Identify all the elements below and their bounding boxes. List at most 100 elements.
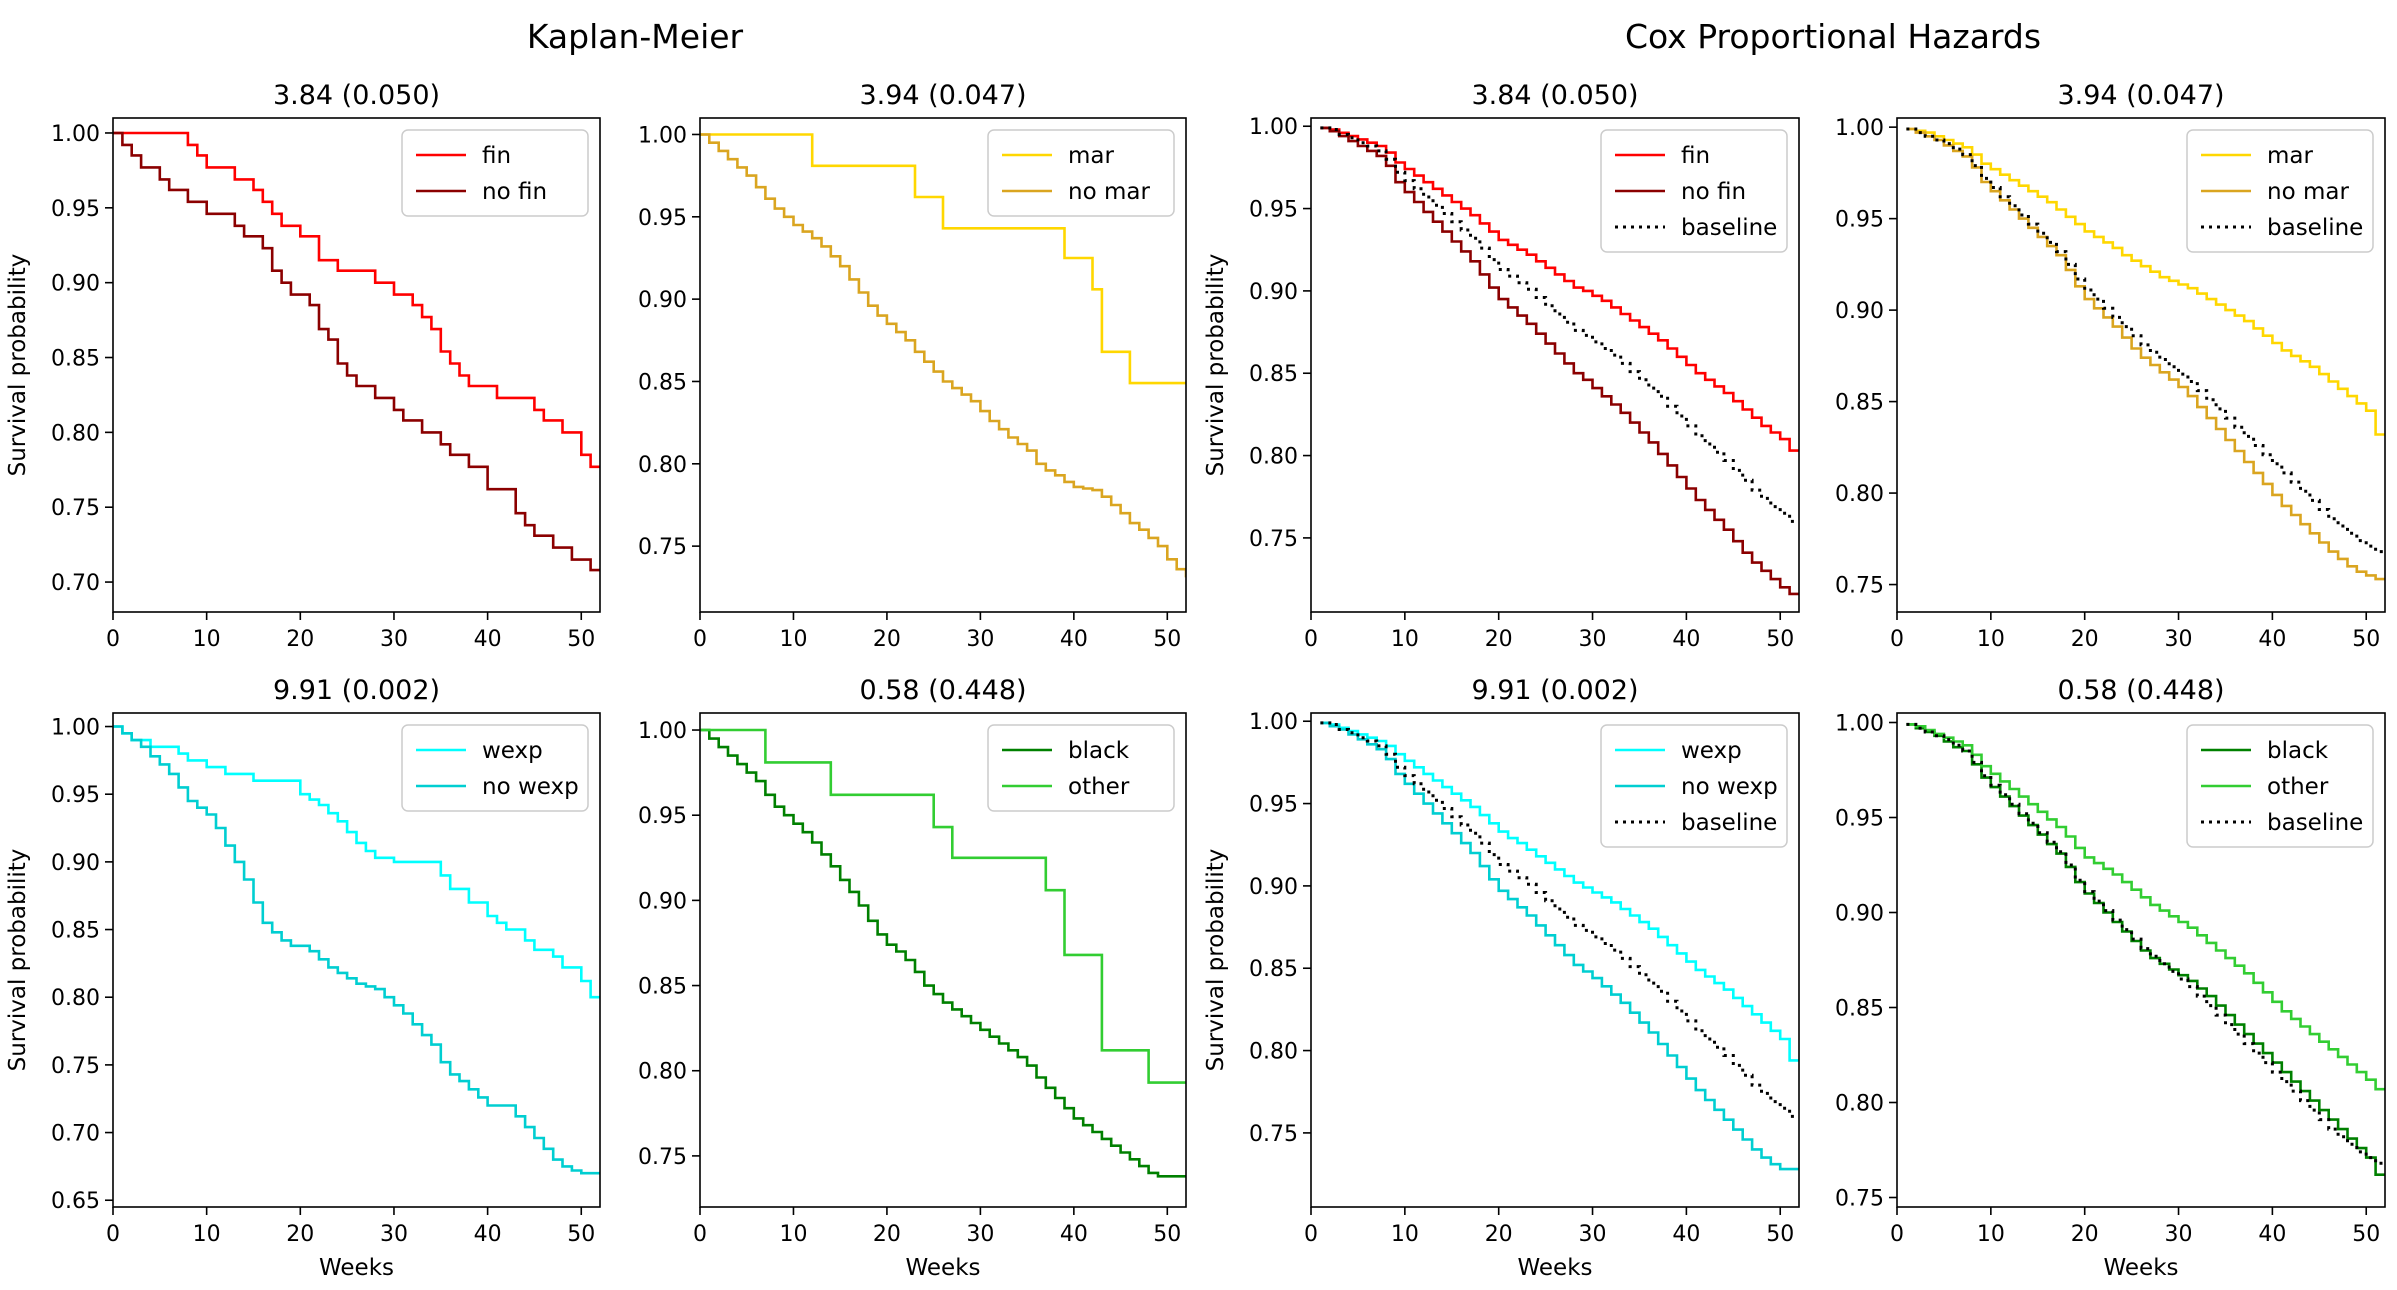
x-tick-label: 40 [1672,627,1700,652]
legend: mar no mar [987,129,1175,217]
x-tick-label: 40 [1060,627,1088,652]
y-tick-label: 0.80 [1249,445,1298,470]
x-tick-label: 30 [2165,627,2193,652]
series-line-mar [1906,127,2385,436]
legend-box [987,724,1175,812]
series-line-no-fin [113,131,600,572]
x-tick-label: 0 [106,1222,120,1247]
x-tick-label: 40 [474,1222,502,1247]
legend-label: no mar [1068,179,1150,205]
y-tick-label: 0.75 [638,535,687,560]
y-tick-label: 0.75 [51,1054,100,1079]
panel-title: 9.91 (0.002) [273,675,440,706]
legend-label: no fin [1681,179,1746,205]
y-tick-label: 0.85 [51,347,100,372]
x-tick-label: 10 [193,1222,221,1247]
legend-label: no wexp [1681,774,1778,800]
legend-label: mar [2267,143,2313,169]
legend-label: no wexp [482,774,579,800]
y-axis-label: Survival probability [5,254,31,477]
y-tick-label: 0.95 [638,206,687,231]
x-tick-label: 10 [1391,1222,1419,1247]
x-tick-label: 50 [1766,627,1794,652]
x-tick-label: 30 [966,1222,994,1247]
legend: wexp no wexp [401,724,589,812]
y-tick-label: 0.80 [1249,1040,1298,1065]
y-tick-label: 0.95 [1249,198,1298,223]
plot-frame [1310,712,1800,1208]
x-tick-label: 40 [1060,1222,1088,1247]
y-tick-label: 0.70 [51,1122,100,1147]
y-axis-label: Survival probability [1203,254,1229,477]
x-tick-label: 50 [2352,1222,2380,1247]
y-tick-label: 0.95 [1835,807,1884,832]
x-axis-label: Weeks [2104,1255,2179,1281]
legend-label: wexp [482,738,543,764]
chart-panels: 3.84 (0.050)0 10 20 30 40 501.000.950.900.850… [5,80,2386,1281]
x-tick-label: 50 [2352,627,2380,652]
x-tick-label: 20 [286,627,314,652]
legend-label: wexp [1681,738,1742,764]
y-tick-label: 0.95 [51,783,100,808]
legend-label: baseline [1681,810,1777,836]
x-tick-label: 0 [1304,1222,1318,1247]
y-tick-label: 0.85 [1835,997,1884,1022]
series-line-wexp [113,725,600,999]
y-axis-label: Survival probability [5,849,31,1072]
x-tick-label: 10 [1391,627,1419,652]
legend-box [401,724,589,812]
series-line-no-wexp [113,725,600,1175]
legend-label: other [1068,774,1130,800]
series-line-mar [700,133,1186,385]
series-line-no-fin [1320,126,1799,596]
y-tick-label: 1.00 [1249,115,1298,140]
x-axis-label: Weeks [319,1255,394,1281]
y-tick-label: 0.85 [1835,391,1884,416]
plot-frame [699,712,1187,1208]
series-line-fin [1320,126,1799,452]
x-tick-label: 20 [873,1222,901,1247]
legend: black other baseline [2186,724,2374,848]
y-tick-label: 1.00 [51,122,100,147]
legend-box [1600,724,1788,848]
x-tick-label: 20 [2071,627,2099,652]
y-tick-label: 0.80 [1835,1092,1884,1117]
y-tick-label: 0.85 [638,975,687,1000]
legend-label: mar [1068,143,1114,169]
plot-frame [1896,117,2386,613]
y-tick-label: 0.80 [51,986,100,1011]
y-tick-label: 0.95 [1835,208,1884,233]
legend: wexp no wexp baseline [1600,724,1788,848]
y-tick-label: 0.80 [1835,482,1884,507]
chart-panel-km-wexp: 9.91 (0.002) 0 10 20 30 40 50 1.00 0.95 0.90 0.85 0… [5,675,601,1281]
panel-title: 9.91 (0.002) [1471,675,1638,706]
y-tick-label: 0.75 [51,496,100,521]
legend-box [2186,724,2374,848]
y-tick-label: 0.80 [638,1060,687,1085]
chart-panel-cox-race: 0.58 (0.448) 0 10 20 30 40 50 1.00 0.95 0.90 0.85 0… [1835,675,2386,1281]
plot-frame [699,117,1187,613]
panel-title: 0.58 (0.448) [2057,675,2224,706]
y-tick-label: 0.75 [1249,527,1298,552]
legend-label: fin [1681,143,1710,169]
legend-label: baseline [1681,215,1777,241]
y-tick-label: 0.90 [638,288,687,313]
y-tick-label: 0.90 [51,272,100,297]
series-line-baseline [1320,721,1799,1118]
plot-frame [112,117,601,613]
x-tick-label: 10 [779,627,807,652]
plot-frame [1896,712,2386,1208]
x-tick-label: 0 [1890,1222,1904,1247]
y-tick-label: 0.90 [51,851,100,876]
y-tick-label: 0.95 [638,804,687,829]
x-axis-label: Weeks [906,1255,981,1281]
x-tick-label: 0 [693,627,707,652]
y-tick-label: 1.00 [638,719,687,744]
y-tick-label: 0.75 [638,1145,687,1170]
x-tick-label: 0 [693,1222,707,1247]
chart-panel-cox-mar: 3.94 (0.047) 0 10 20 30 40 50 1.00 0.95 0.90 0.85 0… [1835,80,2386,652]
x-tick-label: 40 [1672,1222,1700,1247]
series-line-black [1906,723,2385,1176]
x-axis-label: Weeks [1518,1255,1593,1281]
